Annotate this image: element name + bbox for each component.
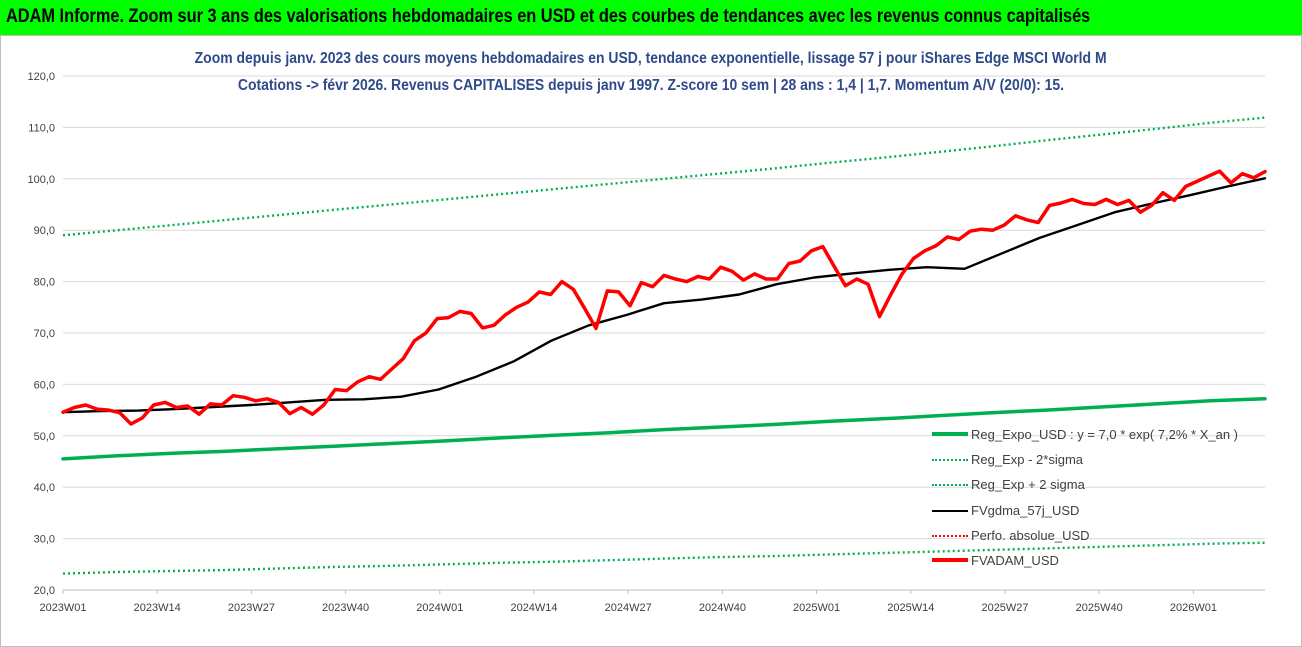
x-tick-label: 2023W27 [228, 602, 275, 614]
legend-label: Reg_Expo_USD : y = 7,0 * exp( 7,2% * X_a… [971, 427, 1239, 442]
x-tick-label: 2024W14 [510, 602, 557, 614]
page-title: ADAM Informe. Zoom sur 3 ans des valoris… [6, 6, 1091, 27]
chart-title: Zoom depuis janv. 2023 des cours moyens … [195, 50, 1107, 67]
legend-label: FVADAM_USD [971, 552, 1059, 568]
series-line-5 [61, 169, 1267, 426]
x-tick-label: 2025W27 [981, 602, 1028, 614]
series-line-0 [61, 397, 1267, 461]
x-tick-label: 2023W01 [39, 602, 86, 614]
legend-label: Perfo. absolue_USD [971, 527, 1090, 543]
y-tick-label: 90,0 [34, 225, 55, 237]
legend-item-fvadam[interactable]: FVADAM_USD [928, 551, 1258, 576]
legend-swatch [932, 484, 968, 487]
y-axis-ticks: 20,0 30,0 40,0 50,0 60,0 70,0 80,0 90,0 100,0 110… [27, 71, 55, 597]
x-tick-label: 2023W40 [322, 602, 369, 614]
legend-label: Reg_Exp + 2 sigma [971, 477, 1085, 493]
y-tick-label: 20,0 [34, 585, 55, 597]
y-tick-label: 120,0 [27, 71, 55, 83]
y-tick-label: 40,0 [34, 482, 55, 494]
legend-item-reg-plus[interactable]: Reg_Exp + 2 sigma [928, 475, 1258, 500]
y-tick-label: 80,0 [34, 277, 55, 289]
y-tick-label: 100,0 [27, 174, 55, 186]
legend-item-reg-expo[interactable]: Reg_Expo_USD : y = 7,0 * exp( 7,2% * X_a… [928, 425, 1258, 450]
legend-item-reg-minus[interactable]: Reg_Exp - 2*sigma [928, 450, 1258, 475]
series-line-3 [61, 177, 1267, 414]
x-tick-label: 2023W14 [134, 602, 181, 614]
y-tick-label: 60,0 [34, 379, 55, 391]
legend-swatch [932, 557, 968, 562]
y-tick-label: 30,0 [34, 534, 55, 546]
legend-label: Reg_Exp - 2*sigma [971, 452, 1083, 468]
chart-subtitle: Cotations -> févr 2026. Revenus CAPITALI… [237, 77, 1065, 94]
legend-item-perfo[interactable]: Perfo. absolue_USD [928, 526, 1258, 551]
legend-item-fvgdma[interactable]: FVgdma_57j_USD [928, 501, 1258, 526]
legend-swatch [932, 534, 968, 537]
y-tick-label: 50,0 [34, 431, 55, 443]
y-tick-label: 110,0 [28, 122, 55, 134]
legend-swatch [932, 432, 968, 436]
x-tick-label: 2026W01 [1170, 602, 1217, 614]
x-tick-label: 2024W40 [699, 602, 746, 614]
legend-swatch [932, 509, 968, 512]
x-tick-label: 2025W14 [887, 602, 934, 614]
chart-legend: Reg_Expo_USD : y = 7,0 * exp( 7,2% * X_a… [928, 425, 1258, 576]
x-tick-label: 2025W40 [1076, 602, 1123, 614]
gridlines [63, 75, 1265, 591]
x-tick-label: 2024W01 [416, 602, 463, 614]
x-tick-label: 2024W27 [605, 602, 652, 614]
series-lines [61, 116, 1267, 575]
x-axis-ticks: 2023W01 2023W14 2023W27 2023W40 2024W01 2024W… [39, 590, 1217, 614]
series-line-1 [62, 541, 1266, 575]
header-banner: ADAM Informe. Zoom sur 3 ans des valoris… [0, 0, 1302, 35]
legend-label: FVgdma_57j_USD [971, 502, 1080, 518]
x-tick-label: 2025W01 [793, 602, 840, 614]
legend-swatch [932, 459, 968, 462]
y-tick-label: 70,0 [34, 328, 55, 340]
series-line-2 [62, 116, 1266, 237]
